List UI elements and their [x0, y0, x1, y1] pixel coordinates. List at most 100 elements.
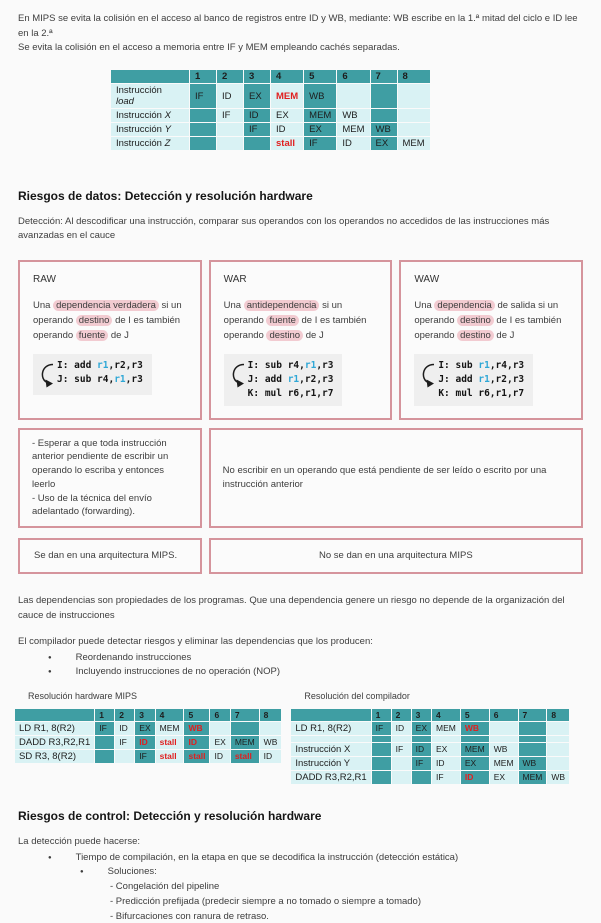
stage-cell: IF: [391, 742, 411, 756]
code-line: I: add r1,r2,r3: [57, 360, 143, 372]
resolution-tables-row: Resolución hardware MIPS 1 2 3 4 5 6 7 8 LD R1, …: [14, 691, 583, 785]
highlighted-term: destino: [457, 314, 494, 326]
instruction-row: Instrucción Y IF ID EX MEM WB: [291, 756, 570, 770]
stage-cell: EX: [135, 721, 155, 735]
mips-raw-text: Se dan en una arquitectura MIPS.: [34, 550, 178, 562]
stage-cell: [115, 749, 135, 763]
register-operand: r1: [97, 360, 109, 372]
stage-cell: stall: [155, 735, 184, 749]
stage-cell: ID: [259, 749, 282, 763]
stage-cell: MEM: [271, 84, 304, 109]
stage-cell: WB: [184, 721, 210, 735]
highlighted-term: fuente: [75, 330, 109, 342]
control-bullet-2-text: Soluciones:: [107, 866, 157, 878]
corner-cell: [291, 708, 371, 721]
cycle-header: 8: [547, 708, 570, 721]
card-description: Una dependencia de salida si un operando…: [414, 299, 562, 342]
hardware-resolution-table-wrap: Resolución hardware MIPS 1 2 3 4 5 6 7 8 LD R1, …: [14, 691, 282, 785]
mips-raw-note: Se dan en una arquitectura MIPS.: [18, 538, 202, 575]
cycle-header: 6: [489, 708, 518, 721]
instruction-label: DADD R3,R2,R1: [291, 770, 371, 784]
stage-cell: [210, 721, 230, 735]
code-example: I: add r1,r2,r3 J: sub r4,r1,r3: [33, 354, 152, 396]
stage-cell: IF: [115, 735, 135, 749]
highlighted-term: antidependencia: [243, 299, 320, 311]
stage-cell: [190, 109, 216, 123]
stage-cell: stall: [184, 749, 210, 763]
compiler-resolution-table-wrap: Resolución del compilador 1 2 3 4 5 6 7 8 LD R1,…: [290, 691, 570, 785]
sub-item: - Uso de la técnica del envío adelantado…: [32, 492, 152, 518]
stage-cell: MEM: [337, 123, 370, 137]
instruction-label: Instrucción X: [111, 109, 189, 123]
stage-cell: [547, 742, 570, 756]
cycle-header: 1: [95, 708, 115, 721]
cycle-header: 5: [304, 70, 337, 84]
instruction-row: LD R1, 8(R2) IF ID EX MEM WB: [15, 721, 282, 735]
code-line: J: add r1,r2,r3: [438, 373, 525, 385]
dependency-arrow-icon: [232, 363, 244, 388]
sub-item: - Predicción prefijada (predecir siempre…: [110, 896, 422, 908]
cycle-header: 5: [460, 708, 489, 721]
stage-cell: EX: [489, 770, 518, 784]
compiler-bullet-list: ● Reordenando instrucciones ● Incluyendo in…: [18, 652, 583, 679]
stage-cell: [259, 721, 282, 735]
mips-war-waw-note: No se dan en una arquitectura MIPS: [208, 538, 583, 575]
dependency-card: RAW Una dependencia verdadera si un oper…: [18, 259, 202, 420]
instruction-row: Instrucción X IF ID EX MEM WB: [291, 742, 570, 756]
stage-cell: [397, 123, 430, 137]
cycle-header: 1: [371, 708, 391, 721]
code-line: J: add r1,r2,r3: [247, 373, 334, 385]
instruction-label: LD R1, 8(R2): [15, 721, 95, 735]
control-sub-list: - Congelación del pipeline - Predicción p…: [18, 881, 583, 923]
compiler-paragraph: El compilador puede detectar riesgos y e…: [18, 635, 373, 647]
stage-cell: EX: [210, 735, 230, 749]
stage-cell: EX: [244, 84, 270, 109]
stage-cell: MEM: [155, 721, 184, 735]
resolution-war-waw-box: No escribir en un operando que está pend…: [208, 427, 583, 529]
bullet-icon: ●: [48, 854, 52, 861]
stage-cell: IF: [244, 123, 270, 137]
register-operand: r1: [478, 373, 490, 385]
instruction-row: DADD R3,R2,R1 IF ID EX MEM WB: [291, 770, 570, 784]
control-intro: La detección puede hacerse:: [18, 835, 141, 847]
instruction-label: Instrucción load: [111, 84, 189, 109]
bullet-icon: ●: [48, 669, 52, 676]
control-bullet-2: ● Soluciones:: [18, 866, 583, 878]
stage-cell: stall: [155, 749, 184, 763]
cycle-header: 8: [259, 708, 282, 721]
instruction-row: Instrucción X IF ID EX MEM WB: [111, 109, 430, 123]
code-lines: I: add r1,r2,r3 J: sub r4,r1,r3: [57, 359, 143, 387]
stage-cell: [244, 137, 270, 151]
stage-cell: IF: [304, 137, 337, 151]
stage-cell: [371, 742, 391, 756]
code-example: I: sub r1,r4,r3 J: add r1,r2,r3 K: mul r6,…: [414, 354, 534, 406]
list-item: ● Incluyendo instrucciones de no operació…: [48, 666, 280, 678]
stage-cell: EX: [432, 742, 460, 756]
cycle-header: 6: [337, 70, 370, 84]
stage-cell: EX: [411, 721, 431, 735]
instruction-row: LD R1, 8(R2) IF ID EX MEM WB: [291, 721, 570, 735]
cycle-header: 7: [518, 708, 547, 721]
resolution-war-waw-text: No escribir en un operando que está pend…: [222, 464, 547, 490]
control-bullet-1-text: Tiempo de compilación, en la etapa en qu…: [75, 851, 459, 863]
code-line: K: mul r6,r1,r7: [438, 387, 525, 399]
cycle-header: 3: [411, 708, 431, 721]
cycle-header: 7: [230, 708, 259, 721]
control-bullet-1: ● Tiempo de compilación, en la etapa en …: [18, 852, 583, 864]
register-operand: r1: [478, 360, 490, 372]
card-title: WAW: [414, 273, 440, 285]
instruction-label: Instrucción Y: [111, 123, 189, 137]
instruction-row: Instrucción load IF ID EX MEM WB: [111, 84, 430, 109]
stage-cell: MEM: [460, 742, 489, 756]
stage-cell: [371, 770, 391, 784]
compiler-table-title: Resolución del compilador: [304, 690, 410, 701]
stage-cell: WB: [489, 742, 518, 756]
stage-cell: ID: [271, 123, 304, 137]
corner-cell: [15, 708, 95, 721]
stage-cell: [547, 756, 570, 770]
stage-cell: [190, 137, 216, 151]
stage-cell: EX: [271, 109, 304, 123]
hardware-resolution-table: 1 2 3 4 5 6 7 8 LD R1, 8(R2) IF ID EX MEM WB DADD R3,R…: [14, 708, 282, 764]
